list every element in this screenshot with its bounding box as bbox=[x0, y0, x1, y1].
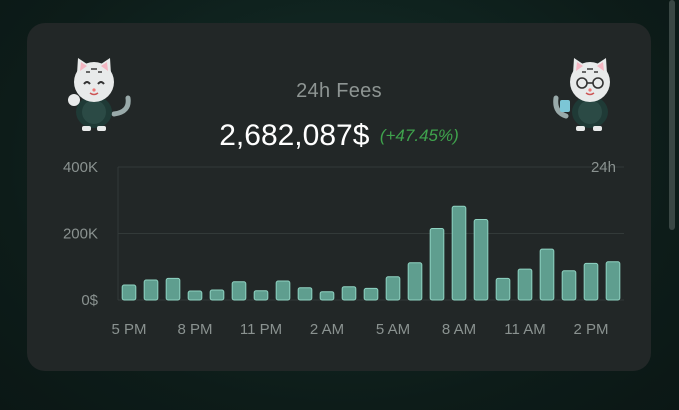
bar bbox=[143, 279, 159, 301]
bar bbox=[165, 277, 181, 301]
change-percent: (+47.45%) bbox=[379, 126, 459, 145]
headline: 2,682,087$ (+47.45%) bbox=[27, 119, 651, 153]
bar bbox=[583, 262, 599, 301]
y-tick-label: 0$ bbox=[81, 292, 98, 309]
x-tick-label: 2 PM bbox=[573, 321, 608, 338]
bar bbox=[209, 289, 225, 301]
bar bbox=[319, 291, 335, 301]
fees-card: 24h Fees 2,682,087$ (+47.45%) bbox=[27, 23, 651, 371]
cat-mascot-glasses-icon bbox=[553, 58, 610, 131]
bar bbox=[363, 287, 379, 301]
x-tick-label: 5 AM bbox=[376, 321, 410, 338]
bar bbox=[561, 270, 577, 301]
x-tick-label: 5 PM bbox=[111, 321, 146, 338]
bar bbox=[429, 228, 445, 301]
x-tick-label: 2 AM bbox=[310, 321, 344, 338]
y-tick-label: 400K bbox=[63, 159, 98, 176]
bar bbox=[385, 276, 401, 301]
bar bbox=[407, 262, 423, 301]
bar bbox=[605, 261, 621, 301]
card-title: 24h Fees bbox=[296, 80, 382, 102]
y-tick-label: 200K bbox=[63, 226, 98, 243]
bar bbox=[231, 281, 247, 301]
bar bbox=[539, 248, 555, 301]
bar bbox=[451, 205, 467, 301]
x-tick-label: 11 PM bbox=[240, 321, 282, 338]
bar bbox=[187, 290, 203, 301]
x-tick-label: 8 PM bbox=[177, 321, 212, 338]
bar bbox=[473, 219, 489, 301]
x-tick-label: 11 AM bbox=[504, 321, 545, 338]
cat-mascot-waving-icon bbox=[68, 58, 131, 131]
x-tick-label: 8 AM bbox=[442, 321, 476, 338]
bar bbox=[341, 286, 357, 301]
scrollbar[interactable] bbox=[669, 0, 675, 230]
bar bbox=[253, 290, 269, 301]
bar bbox=[297, 287, 313, 301]
bar bbox=[495, 277, 511, 301]
bar bbox=[275, 280, 291, 301]
bar bbox=[517, 268, 533, 301]
total-fees-value: 2,682,087$ bbox=[219, 119, 370, 152]
bar bbox=[121, 284, 137, 301]
period-label: 24h bbox=[591, 159, 616, 176]
